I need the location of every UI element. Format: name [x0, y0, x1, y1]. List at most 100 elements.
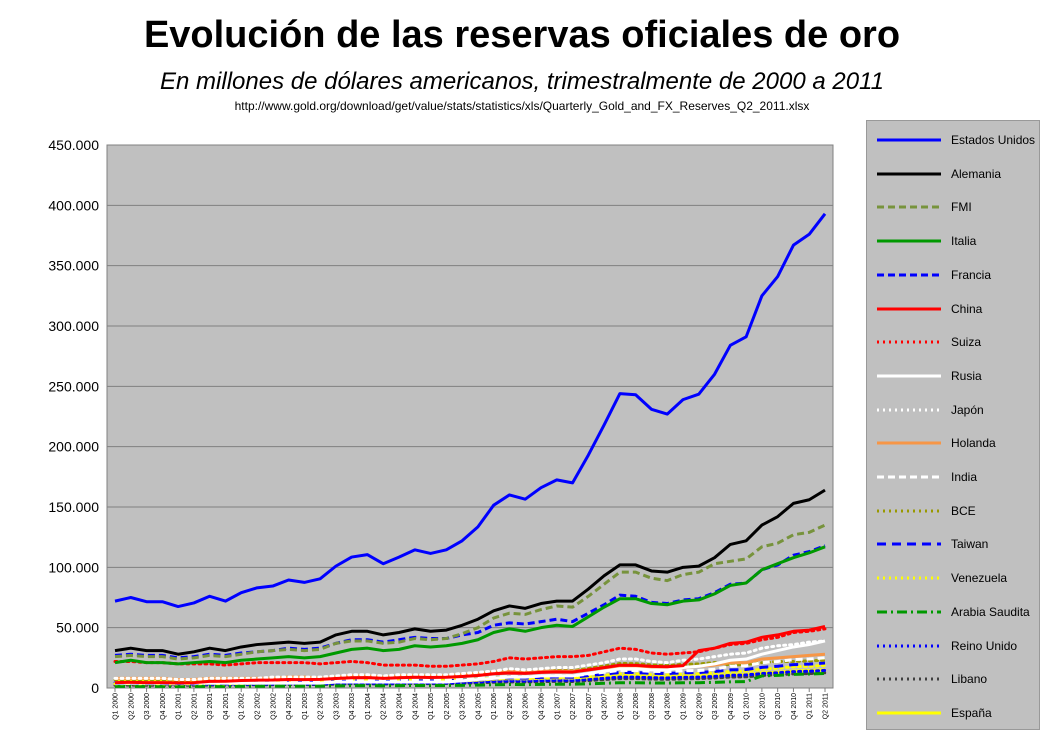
- x-tick-label: Q4 2000: [160, 693, 167, 720]
- x-tick-label: Q3 2010: [775, 693, 782, 720]
- legend-item: Italia: [875, 231, 976, 251]
- x-tick-label: Q4 2010: [791, 693, 798, 720]
- legend-item: Venezuela: [875, 568, 1007, 588]
- series-line-estados-unidos: [114, 212, 827, 609]
- legend-swatch: [877, 205, 941, 209]
- legend-label: Holanda: [951, 436, 996, 451]
- legend-label: Estados Unidos: [951, 133, 1036, 147]
- legend-item: Holanda: [875, 433, 996, 453]
- legend-swatch: [877, 340, 941, 344]
- x-tick-label: Q3 2005: [460, 693, 467, 720]
- legend-label: España: [951, 705, 992, 720]
- series-line-taiwan: [114, 661, 826, 686]
- legend-item: Estados Unidos: [875, 130, 1035, 150]
- legend-label: Reino Unido: [951, 638, 1018, 653]
- legend-swatch: [877, 576, 941, 580]
- legend-swatch: [877, 542, 941, 546]
- y-tick-label: 100.000: [48, 559, 99, 575]
- legend-label: India: [951, 470, 978, 484]
- x-tick-label: Q1 2011: [807, 693, 814, 719]
- x-tick-label: Q4 2008: [665, 693, 672, 720]
- x-tick-label: Q4 2007: [602, 693, 609, 720]
- legend-swatch: [877, 408, 941, 412]
- legend-item: Suiza: [875, 332, 981, 352]
- x-tick-label: Q1 2006: [491, 693, 498, 720]
- legend-label: Italia: [951, 234, 977, 249]
- x-tick-label: Q2 2007: [570, 693, 577, 720]
- x-tick-label: Q3 2004: [397, 693, 404, 720]
- y-tick-label: 200.000: [48, 439, 99, 455]
- x-tick-label: Q2 2004: [381, 693, 388, 720]
- legend-item: Arabia Saudita: [875, 602, 1030, 622]
- x-tick-label: Q2 2006: [507, 693, 514, 720]
- y-tick-label: 400.000: [48, 197, 99, 213]
- series-line-italia: [114, 545, 826, 666]
- x-tick-label: Q4 2005: [475, 693, 482, 720]
- x-tick-label: Q4 2006: [539, 693, 546, 720]
- x-tick-label: Q4 2002: [286, 693, 293, 720]
- x-tick-label: Q1 2005: [428, 693, 435, 720]
- legend-label: Francia: [951, 267, 992, 282]
- legend-item: FMI: [875, 197, 972, 217]
- x-tick-label: Q1 2007: [554, 693, 561, 720]
- legend-swatch: [877, 307, 941, 310]
- x-tick-label: Q3 2003: [333, 693, 340, 720]
- x-tick-label: Q1 2003: [302, 693, 309, 720]
- legend-swatch: [877, 644, 941, 647]
- x-tick-label: Q3 2001: [207, 693, 214, 720]
- x-tick-label: Q4 2003: [349, 693, 356, 720]
- legend-label: Alemania: [951, 166, 1002, 181]
- legend: Estados Unidos Alemania FMI Italia Francia Ch…: [866, 120, 1040, 730]
- legend-swatch: [877, 711, 941, 715]
- legend-label: Libano: [951, 672, 988, 687]
- series-line-rusia: [115, 639, 826, 685]
- x-tick-label: Q3 2000: [144, 693, 151, 720]
- chart-source-url: http://www.gold.org/download/get/value/s…: [234, 99, 810, 113]
- legend-swatch: [877, 273, 941, 277]
- y-tick-label: 50.000: [56, 620, 99, 636]
- x-tick-label: Q2 2011: [823, 693, 830, 719]
- legend-swatch: [877, 374, 941, 378]
- y-tick-label: 450.000: [48, 137, 99, 153]
- legend-item: India: [875, 467, 977, 487]
- series-line-japón: [113, 639, 827, 682]
- series-line-china: [114, 624, 826, 685]
- legend-swatch: [877, 172, 941, 176]
- legend-item: Rusia: [875, 366, 982, 386]
- legend-label: Rusia: [951, 368, 982, 383]
- x-tick-label: Q2 2010: [759, 693, 766, 720]
- y-tick-label: 0: [91, 680, 99, 696]
- x-tick-label: Q1 2001: [176, 693, 183, 720]
- legend-label: Japón: [951, 402, 984, 417]
- legend-label: China: [951, 301, 983, 316]
- y-tick-label: 350.000: [48, 258, 99, 274]
- legend-item: Libano: [875, 669, 987, 689]
- legend-label: Arabia Saudita: [951, 604, 1030, 619]
- y-tick-label: 300.000: [48, 318, 99, 334]
- legend-swatch: [877, 677, 941, 681]
- legend-label: BCE: [951, 503, 976, 518]
- x-tick-label: Q1 2009: [681, 693, 688, 720]
- legend-item: Alemania: [875, 164, 1001, 184]
- x-tick-label: Q1 2008: [617, 693, 624, 720]
- x-tick-label: Q1 2000: [113, 693, 120, 720]
- series-line-fmi: [114, 523, 826, 661]
- legend-swatch: [877, 239, 941, 243]
- x-tick-label: Q3 2002: [270, 693, 277, 720]
- legend-item: Francia: [875, 265, 991, 285]
- y-tick-label: 250.000: [48, 378, 99, 394]
- series-line-reino-unido: [113, 668, 827, 687]
- x-tick-label: Q2 2003: [318, 693, 325, 720]
- x-tick-label: Q4 2001: [223, 693, 230, 720]
- x-tick-label: Q3 2006: [523, 693, 530, 720]
- chart-subtitle: En millones de dólares americanos, trime…: [160, 68, 884, 95]
- legend-item: Japón: [875, 400, 984, 420]
- legend-label: Suiza: [951, 335, 982, 350]
- x-tick-label: Q2 2002: [255, 693, 262, 720]
- legend-item: España: [875, 703, 992, 723]
- x-tick-label: Q4 2004: [412, 693, 419, 720]
- x-tick-label: Q2 2008: [633, 693, 640, 720]
- legend-swatch: [877, 509, 941, 513]
- legend-item: Reino Unido: [875, 636, 1017, 656]
- x-tick-label: Q4 2009: [728, 693, 735, 720]
